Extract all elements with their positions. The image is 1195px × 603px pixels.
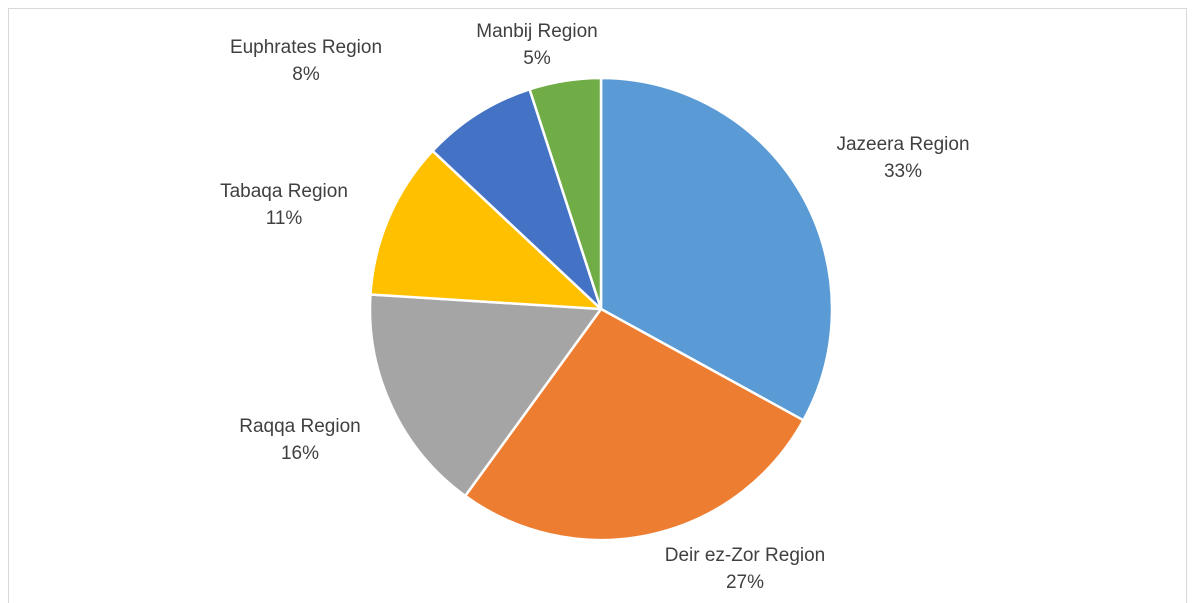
slice-label: Euphrates Region: [230, 37, 382, 58]
pie-slice: [528, 76, 603, 311]
slice-value-label: 5%: [523, 48, 551, 69]
pie-slice: [431, 88, 603, 311]
slice-value-label: 16%: [281, 443, 319, 464]
slice-value-label: 8%: [292, 64, 320, 85]
chart-frame: [8, 8, 1187, 603]
slice-label: Deir ez-Zor Region: [665, 545, 826, 566]
slice-value-label: 11%: [266, 208, 303, 229]
pie-slice: [369, 149, 603, 311]
pie-slice: [599, 76, 834, 422]
slice-value-label: 33%: [884, 161, 922, 182]
pie-slice: [463, 307, 805, 542]
slice-label: Manbij Region: [476, 21, 597, 42]
slice-label: Jazeera Region: [836, 134, 969, 155]
slice-label: Tabaqa Region: [220, 181, 348, 202]
pie-slice: [368, 293, 603, 498]
slice-label: Raqqa Region: [239, 416, 360, 437]
slice-value-label: 27%: [726, 572, 764, 593]
